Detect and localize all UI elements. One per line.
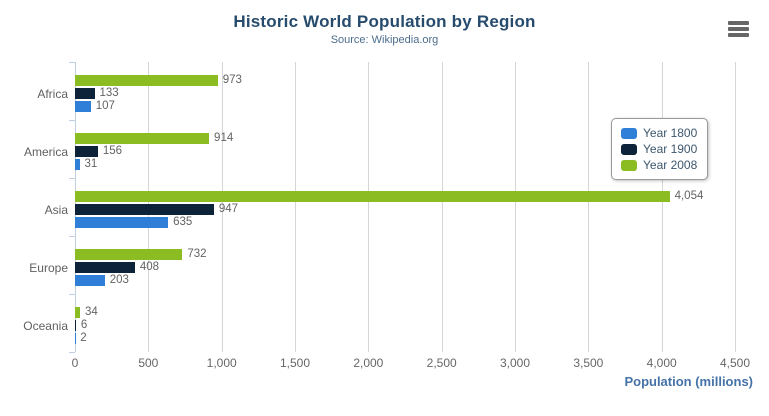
chart-subtitle: Source: Wikipedia.org [330,34,439,46]
bar-europe-year-1900[interactable] [75,262,135,273]
x-tick-label: 500 [138,356,159,370]
bar-value-label: 133 [99,87,119,99]
x-tick-label: 1,000 [206,356,237,370]
category-label-america: America [23,145,68,159]
bar-value-label: 31 [84,158,98,170]
gridline [295,62,296,352]
chart-title: Historic World Population by Region [233,12,536,31]
bar-value-label: 203 [109,274,129,286]
bar-value-label: 4,054 [674,190,704,202]
bar-value-label: 6 [80,319,88,331]
legend-item-year-1800[interactable]: Year 1800 [621,125,697,141]
bar-value-label: 2 [80,332,87,344]
y-axis-tick [69,236,75,237]
hamburger-bar [728,27,749,31]
bar-value-label: 973 [222,74,242,86]
bar-asia-year-1800[interactable] [75,217,169,228]
x-axis-title: Population (millions) [624,374,753,389]
bar-europe-year-1800[interactable] [75,275,105,286]
bar-value-label: 156 [102,145,123,157]
x-tick-label: 4,000 [646,356,677,370]
bar-oceania-year-1900[interactable] [75,320,76,331]
hamburger-bar [728,21,749,25]
category-label-asia: Asia [44,203,68,217]
legend-item-year-2008[interactable]: Year 2008 [621,157,697,173]
bar-america-year-1900[interactable] [75,146,98,157]
hamburger-menu-icon[interactable] [728,20,752,38]
gridline [368,62,370,352]
hamburger-bar [728,33,749,37]
x-tick-label: 2,500 [426,356,457,370]
x-tick-label: 2,000 [353,356,384,370]
legend-label: Year 2008 [643,158,698,172]
bar-value-label: 34 [84,306,98,318]
bar-america-year-2008[interactable] [75,133,210,144]
bar-oceania-year-2008[interactable] [75,307,80,318]
bar-value-label: 947 [218,203,239,215]
category-label-europe: Europe [29,261,68,275]
gridline [735,62,736,352]
legend-label: Year 1900 [643,142,698,156]
legend-swatch [621,159,637,171]
category-label-oceania: Oceania [23,319,68,333]
gridline [441,62,443,352]
bar-value-label: 408 [139,261,160,273]
x-tick-label: 3,500 [573,356,604,370]
x-tick-label: 4,500 [719,356,751,370]
y-axis-tick [69,178,75,179]
bar-africa-year-1900[interactable] [75,88,95,99]
x-tick-label: 3,000 [499,356,531,370]
y-axis-tick [69,294,75,295]
bar-value-label: 732 [187,248,207,260]
bar-value-label: 914 [214,132,234,144]
gridline [221,62,223,352]
legend-label: Year 1800 [643,126,698,140]
y-axis-tick [69,352,75,353]
gridline [661,62,663,352]
legend-item-year-1900[interactable]: Year 1900 [621,141,697,157]
bar-africa-year-2008[interactable] [75,75,218,86]
category-label-africa: Africa [37,87,68,101]
bar-value-label: 635 [173,216,193,228]
bar-value-label: 107 [95,100,115,112]
bar-oceania-year-1800[interactable] [75,333,76,344]
bar-america-year-1800[interactable] [75,159,80,170]
legend: Year 1800 Year 1900 Year 2008 [611,118,709,180]
x-tick-label: 1,500 [279,356,311,370]
bar-asia-year-2008[interactable] [75,191,670,202]
gridline [515,62,516,352]
x-tick-label: 0 [71,356,79,370]
y-axis-tick [69,62,75,63]
gridline [588,62,590,352]
y-axis-tick [69,120,75,121]
legend-swatch [621,127,637,139]
bar-europe-year-2008[interactable] [75,249,183,260]
bar-africa-year-1800[interactable] [75,101,91,112]
bar-asia-year-1900[interactable] [75,204,214,215]
legend-swatch [621,143,637,155]
